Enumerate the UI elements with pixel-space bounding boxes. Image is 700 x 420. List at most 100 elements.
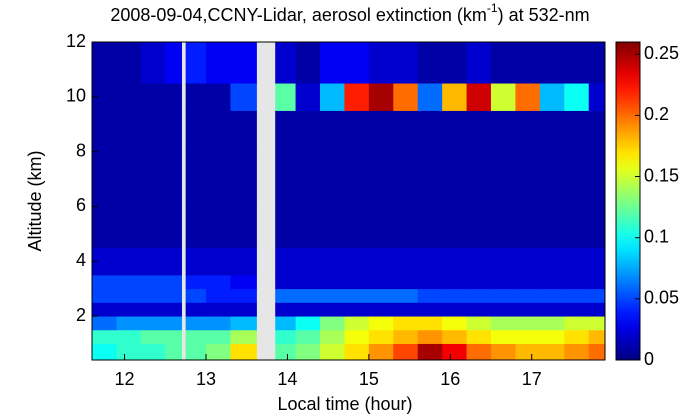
heatmap-cell (564, 343, 590, 361)
heatmap-cell (320, 275, 345, 290)
heatmap-cell (320, 151, 345, 207)
cells (92, 42, 606, 361)
heatmap-cell (466, 42, 492, 84)
heatmap-cell (466, 110, 492, 153)
heatmap-cell (564, 151, 590, 207)
heatmap-cell (140, 247, 166, 276)
heatmap-cell (393, 302, 419, 317)
heatmap-cell (295, 247, 321, 276)
heatmap-cell (588, 83, 606, 111)
heatmap-cell (320, 288, 345, 303)
heatmap-cell (491, 329, 516, 344)
heatmap-cell (140, 302, 166, 317)
heatmap-cell (393, 316, 419, 331)
colorbar (615, 41, 641, 361)
y-axis-label: Altitude (km) (25, 150, 45, 251)
heatmap-cell (165, 42, 182, 84)
heatmap-cell (442, 343, 467, 361)
heatmap-cell (368, 83, 394, 111)
heatmap-cell (466, 316, 492, 331)
heatmap-cell (564, 247, 590, 276)
heatmap-cell (466, 151, 492, 207)
heatmap-cell (539, 275, 565, 290)
y-tick-label: 4 (76, 250, 86, 270)
heatmap-cell (515, 302, 541, 317)
heatmap-cell (140, 275, 166, 290)
heatmap-cell (165, 316, 182, 331)
heatmap-cell (539, 302, 565, 317)
heatmap-cell (295, 110, 321, 153)
heatmap-cell (275, 343, 296, 361)
heatmap-cell (230, 329, 257, 344)
heatmap-cell (230, 316, 257, 331)
heatmap-cell (275, 275, 296, 290)
heatmap-cell (466, 302, 492, 317)
heatmap-cell (320, 302, 345, 317)
heatmap-cell (206, 275, 231, 290)
heatmap-cell (368, 42, 394, 84)
heatmap-cell (368, 329, 394, 344)
heatmap-cell (393, 151, 419, 207)
heatmap-cell (368, 151, 394, 207)
heatmap-cell (206, 288, 231, 303)
heatmap-cell (539, 329, 565, 344)
heatmap-cell (344, 110, 370, 153)
chart-title: 2008-09-04,CCNY-Lidar, aerosol extinctio… (110, 1, 589, 25)
heatmap-cell (230, 83, 257, 111)
heatmap-cell (295, 329, 321, 344)
heatmap-cell (442, 110, 467, 153)
heatmap-cell (275, 247, 296, 276)
heatmap-cell (92, 329, 117, 344)
heatmap-cell (466, 206, 492, 249)
heatmap-cell (206, 343, 231, 361)
heatmap-cell (368, 288, 394, 303)
heatmap-cell (417, 110, 443, 153)
heatmap-cell (564, 316, 590, 331)
heatmap-cell (320, 329, 345, 344)
heatmap-cell (417, 316, 443, 331)
heatmap-cell (588, 316, 606, 331)
heatmap-cell (140, 288, 166, 303)
heatmap-cell (515, 83, 541, 111)
heatmap-cell (165, 83, 182, 111)
heatmap-cell (491, 151, 516, 207)
heatmap-cell (92, 288, 117, 303)
heatmap-cell (344, 302, 370, 317)
heatmap-cell (588, 247, 606, 276)
y-tick-label: 10 (66, 86, 86, 106)
heatmap-cell (230, 247, 257, 276)
heatmap-cell (539, 316, 565, 331)
heatmap-cell (491, 343, 516, 361)
plot-frame (91, 41, 606, 361)
heatmap-cell (466, 247, 492, 276)
y-tick-label: 8 (76, 140, 86, 160)
heatmap-cell (344, 247, 370, 276)
heatmap-cell (140, 42, 166, 84)
heatmap-cell (295, 343, 321, 361)
heatmap-cell (344, 83, 370, 111)
heatmap-cell (275, 83, 296, 111)
heatmap-cell (185, 343, 207, 361)
heatmap-cell (185, 206, 207, 249)
heatmap-cell (539, 343, 565, 361)
title-superscript: -1 (487, 1, 498, 15)
heatmap-cell (116, 151, 142, 207)
heatmap-cell (417, 343, 443, 361)
x-tick-label: 12 (115, 369, 135, 389)
heatmap-cell (539, 206, 565, 249)
heatmap-cell (116, 247, 142, 276)
heatmap-cell (92, 42, 117, 84)
heatmap-cell (92, 316, 117, 331)
heatmap-cell (92, 206, 117, 249)
heatmap-cell (417, 275, 443, 290)
heatmap-cell (185, 83, 207, 111)
heatmap-cell (344, 329, 370, 344)
heatmap-cell (320, 206, 345, 249)
heatmap-cell (539, 151, 565, 207)
heatmap-cell (442, 83, 467, 111)
heatmap-cell (491, 206, 516, 249)
heatmap-cell (295, 151, 321, 207)
heatmap-cell (564, 42, 590, 84)
heatmap-cell (588, 110, 606, 153)
heatmap-cell (295, 206, 321, 249)
